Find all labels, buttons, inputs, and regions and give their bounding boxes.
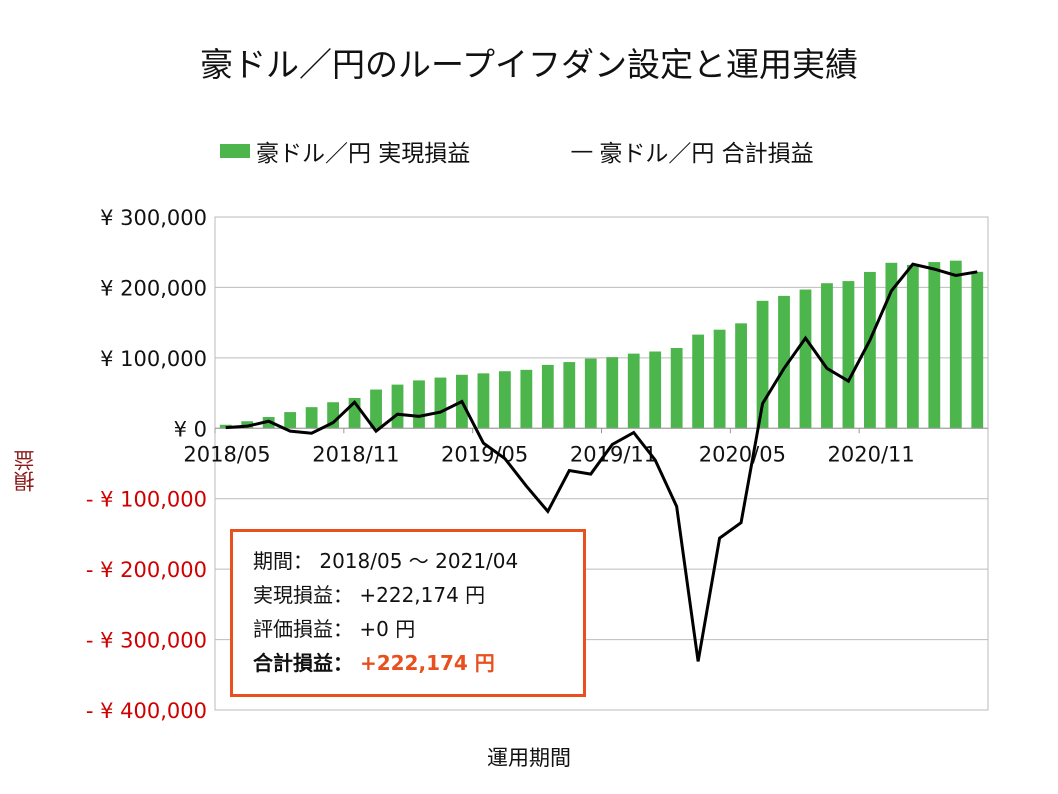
bar — [906, 264, 919, 429]
y-tick-label: ¥ 100,000 — [100, 347, 207, 371]
legend-item-total: — 豪ドル／円 合計損益 — [570, 134, 813, 168]
bar — [391, 384, 404, 429]
x-tick-label: 2018/11 — [312, 442, 399, 466]
bar — [434, 377, 447, 429]
bar — [799, 289, 812, 429]
bar — [627, 353, 640, 429]
summary-total: 合計損益： +222,174 円 — [253, 646, 583, 680]
bar — [971, 271, 984, 429]
y-axis-label: 損益 — [13, 450, 37, 492]
legend-label: 豪ドル／円 実現損益 — [256, 141, 471, 167]
bar — [541, 364, 554, 429]
x-tick-label: 2019/05 — [441, 442, 528, 466]
bar — [713, 329, 726, 429]
bar — [520, 369, 533, 429]
x-tick-label: 2018/05 — [183, 442, 270, 466]
bar — [327, 402, 340, 429]
total-pl-line — [225, 262, 978, 662]
legend: 豪ドル／円 実現損益 — 豪ドル／円 合計損益 — [220, 134, 814, 168]
bar — [284, 412, 297, 429]
x-tick-label: 2020/05 — [699, 442, 786, 466]
bar — [348, 398, 361, 429]
summary-total-value: +222,174 円 — [359, 651, 495, 675]
bar — [949, 260, 962, 429]
bar — [670, 347, 683, 429]
bar — [649, 351, 662, 429]
bar — [863, 271, 876, 429]
y-tick-label: - ¥ 300,000 — [86, 629, 207, 653]
summary-total-label: 合計損益： — [253, 651, 353, 675]
bar — [885, 262, 898, 429]
legend-swatch-line: — — [570, 138, 594, 164]
y-tick-label: ¥ 0 — [174, 417, 207, 441]
bar — [477, 373, 490, 429]
summary-unrealized: 評価損益： +0 円 — [253, 617, 416, 641]
bar — [842, 281, 855, 429]
y-tick-label: ¥ 200,000 — [100, 276, 207, 300]
chart-title: 豪ドル／円のループイフダン設定と運用実績 — [199, 45, 859, 84]
y-tick-label: - ¥ 200,000 — [86, 558, 207, 582]
summary-realized: 実現損益： +222,174 円 — [253, 583, 486, 607]
bar — [584, 358, 597, 429]
y-tick-label: - ¥ 400,000 — [86, 699, 207, 723]
legend-item-realized: 豪ドル／円 実現損益 — [220, 134, 470, 168]
bar — [756, 300, 769, 429]
bar — [692, 334, 705, 429]
legend-label: 豪ドル／円 合計損益 — [599, 141, 814, 167]
bar — [370, 389, 382, 429]
bar — [498, 371, 511, 429]
x-axis-label: 運用期間 — [487, 746, 571, 770]
bar — [778, 295, 790, 429]
bar — [413, 380, 425, 429]
bar — [735, 323, 747, 429]
bar — [606, 357, 619, 429]
bar — [563, 362, 576, 429]
bar — [305, 407, 318, 429]
y-tick-label: ¥ 300,000 — [100, 206, 207, 230]
summary-period: 期間： 2018/05 ～ 2021/04 — [253, 549, 519, 573]
y-tick-label: - ¥ 100,000 — [86, 488, 207, 512]
legend-swatch-bar — [220, 144, 250, 158]
bar — [821, 283, 833, 429]
x-tick-label: 2020/11 — [828, 442, 915, 466]
bar — [928, 262, 941, 429]
summary-box: 期間： 2018/05 ～ 2021/04 実現損益： +222,174 円 評… — [230, 529, 586, 697]
